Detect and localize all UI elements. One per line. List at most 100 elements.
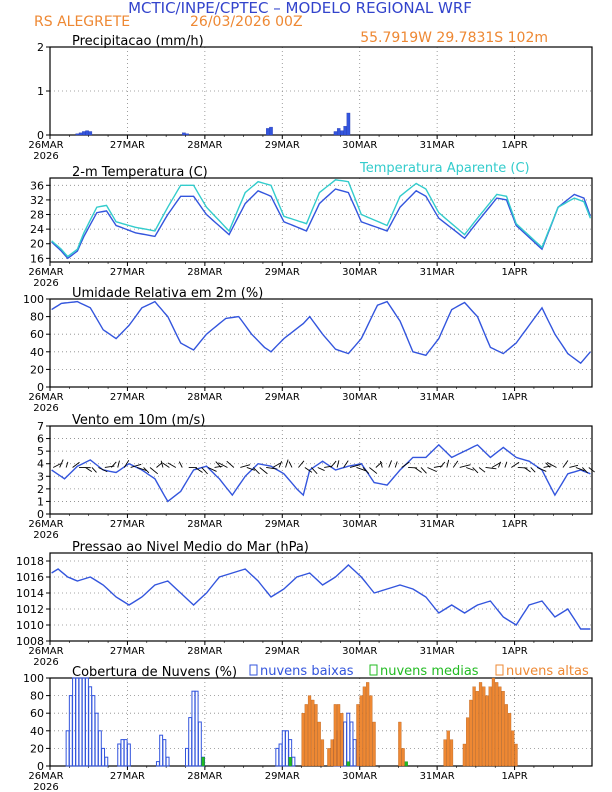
cloud-high-bar bbox=[446, 730, 450, 767]
wind-arrow bbox=[167, 462, 177, 468]
x-tick-label: 27MAR bbox=[110, 140, 145, 151]
cloud-low-bar bbox=[65, 730, 70, 767]
cloud-high-bar bbox=[514, 743, 518, 767]
x-tick-label: 26MAR bbox=[28, 646, 63, 657]
x-tick-label: 30MAR bbox=[342, 771, 377, 782]
series-line bbox=[51, 564, 591, 630]
cloud-low-bar bbox=[84, 677, 89, 767]
y-tick-label: 0 bbox=[37, 760, 44, 773]
cloud-high-bar bbox=[485, 695, 489, 767]
wind-arrow bbox=[545, 462, 551, 468]
x-tick-label: 29MAR bbox=[265, 519, 300, 530]
x-tick-label: 26MAR bbox=[28, 519, 63, 530]
wind-arrow bbox=[214, 465, 223, 468]
precip-bar bbox=[346, 112, 351, 136]
cloud-mid-bar bbox=[346, 761, 350, 767]
cloud-high-bar bbox=[398, 721, 402, 767]
wind-arrow bbox=[201, 467, 208, 475]
cloud-high-bar bbox=[462, 743, 467, 767]
x-tick-label: 28MAR bbox=[187, 771, 222, 782]
wind-arrow bbox=[523, 467, 531, 473]
x-tick-label: 1APR bbox=[501, 646, 527, 657]
cloud-high-bar bbox=[307, 695, 312, 767]
wind-arrow bbox=[162, 462, 170, 468]
legend-swatch bbox=[495, 664, 504, 676]
series-line bbox=[51, 300, 591, 365]
legend-label: nuvens medias bbox=[380, 664, 479, 679]
legend-swatch bbox=[369, 664, 378, 676]
wind-arrow bbox=[310, 467, 318, 475]
cloud-low-bar bbox=[162, 739, 167, 767]
x-tick-label: 28MAR bbox=[187, 392, 222, 403]
cloud-low-bar bbox=[91, 695, 96, 767]
x-tick-label: 29MAR bbox=[265, 267, 300, 278]
precip-bar bbox=[75, 133, 80, 136]
x-tick-label: 31MAR bbox=[420, 140, 455, 151]
cloud-high-bar bbox=[356, 704, 360, 767]
x-tick-label: 29MAR bbox=[265, 646, 300, 657]
x-tick-label: 30MAR bbox=[342, 519, 377, 530]
x-tick-label: 26MAR bbox=[28, 140, 63, 151]
cloud-low-bar bbox=[275, 747, 280, 767]
precip-bar bbox=[78, 132, 83, 136]
wind-arrow bbox=[446, 459, 450, 468]
wind-arrow bbox=[123, 460, 130, 468]
cloud-low-bar bbox=[78, 677, 83, 767]
x-tick-label: 1APR bbox=[501, 267, 527, 278]
x-tick-label: 27MAR bbox=[110, 519, 145, 530]
x-tick-label: 27MAR bbox=[110, 771, 145, 782]
x-tick-label: 31MAR bbox=[420, 267, 455, 278]
cloud-high-bar bbox=[311, 699, 315, 767]
cloud-high-bar bbox=[449, 739, 454, 767]
cloud-low-bar bbox=[194, 690, 199, 767]
cloud-low-bar bbox=[81, 677, 86, 767]
cloud-low-bar bbox=[346, 712, 351, 767]
x-tick-year: 2026 bbox=[33, 403, 58, 414]
cloud-high-bar bbox=[401, 748, 405, 767]
wind-arrow bbox=[349, 464, 361, 468]
wind-arrow bbox=[272, 462, 282, 468]
y-tick-label: 0 bbox=[37, 381, 44, 394]
cloud-high-bar bbox=[491, 677, 496, 767]
wind-arrow bbox=[504, 461, 508, 468]
wind-arrow bbox=[330, 460, 337, 468]
wind-arrow bbox=[569, 464, 579, 468]
wind-arrow bbox=[581, 467, 589, 474]
cloud-low-bar bbox=[97, 730, 102, 767]
wind-arrow bbox=[369, 467, 378, 474]
cloud-high-bar bbox=[301, 713, 305, 767]
cloud-high-bar bbox=[369, 695, 373, 767]
cloud-high-bar bbox=[507, 713, 512, 767]
wind-arrow bbox=[207, 467, 217, 472]
y-tick-label: 5 bbox=[37, 445, 44, 458]
x-tick-label: 29MAR bbox=[265, 392, 300, 403]
x-tick-year: 2026 bbox=[33, 278, 58, 289]
wind-arrow bbox=[259, 467, 268, 475]
series-line bbox=[51, 188, 592, 260]
wind-arrow bbox=[478, 467, 486, 473]
wind-arrow bbox=[252, 467, 260, 475]
cloud-high-bar bbox=[372, 721, 376, 767]
cloud-high-bar bbox=[314, 704, 318, 767]
wind-arrow bbox=[104, 465, 115, 468]
panel-title: Pressao ao Nivel Medio do Mar (hPa) bbox=[72, 540, 309, 555]
wind-arrow bbox=[343, 460, 349, 468]
wind-arrow bbox=[317, 467, 325, 471]
wind-arrow bbox=[414, 467, 422, 473]
wind-arrow bbox=[130, 463, 142, 468]
cloud-low-bar bbox=[191, 690, 196, 767]
x-tick-year: 2026 bbox=[33, 657, 58, 668]
wind-arrow bbox=[65, 461, 69, 468]
cloud-high-bar bbox=[482, 686, 486, 767]
wind-arrow bbox=[215, 461, 222, 468]
precip-bar bbox=[269, 126, 273, 136]
wind-arrow bbox=[226, 460, 235, 468]
wind-arrow bbox=[143, 467, 150, 474]
precip-bar bbox=[82, 131, 86, 136]
wind-arrow bbox=[472, 467, 479, 474]
wind-arrow bbox=[394, 461, 398, 468]
